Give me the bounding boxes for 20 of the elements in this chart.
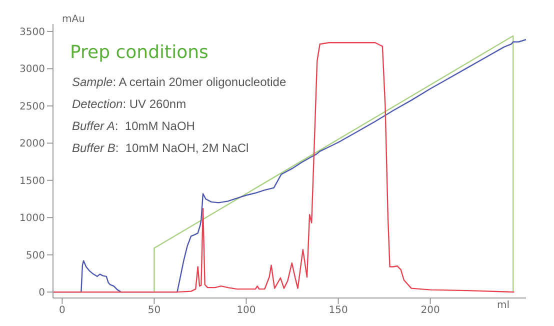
y-tick-label: 1500 xyxy=(20,176,45,187)
x-tick-label: 50 xyxy=(148,305,161,316)
annotation: Detection: UV 260nm xyxy=(72,97,186,111)
y-tick-label: 1000 xyxy=(20,213,45,224)
x-tick-label: 200 xyxy=(420,305,440,316)
x-tick-label: 150 xyxy=(328,305,348,316)
y-tick-label: 500 xyxy=(26,250,45,262)
y-tick-label: 2000 xyxy=(20,138,45,150)
y-axis-title: mAu xyxy=(62,14,85,25)
x-tick-label: 0 xyxy=(59,305,66,316)
x-axis-title: ml xyxy=(497,300,510,311)
annotation: Sample: A certain 20mer oligonucleotide xyxy=(72,75,286,89)
text: Prep conditions xyxy=(70,42,208,63)
annotation: Buffer A: 10mM NaOH xyxy=(72,119,195,133)
y-tick-label: 3500 xyxy=(20,26,45,38)
y-tick-label: 2500 xyxy=(20,101,45,112)
x-tick-label: 100 xyxy=(236,305,256,316)
y-tick-label: 0 xyxy=(38,288,45,299)
y-tick-label: 3000 xyxy=(20,64,45,76)
annotation: Buffer B: 10mM NaOH, 2M NaCl xyxy=(72,141,249,155)
